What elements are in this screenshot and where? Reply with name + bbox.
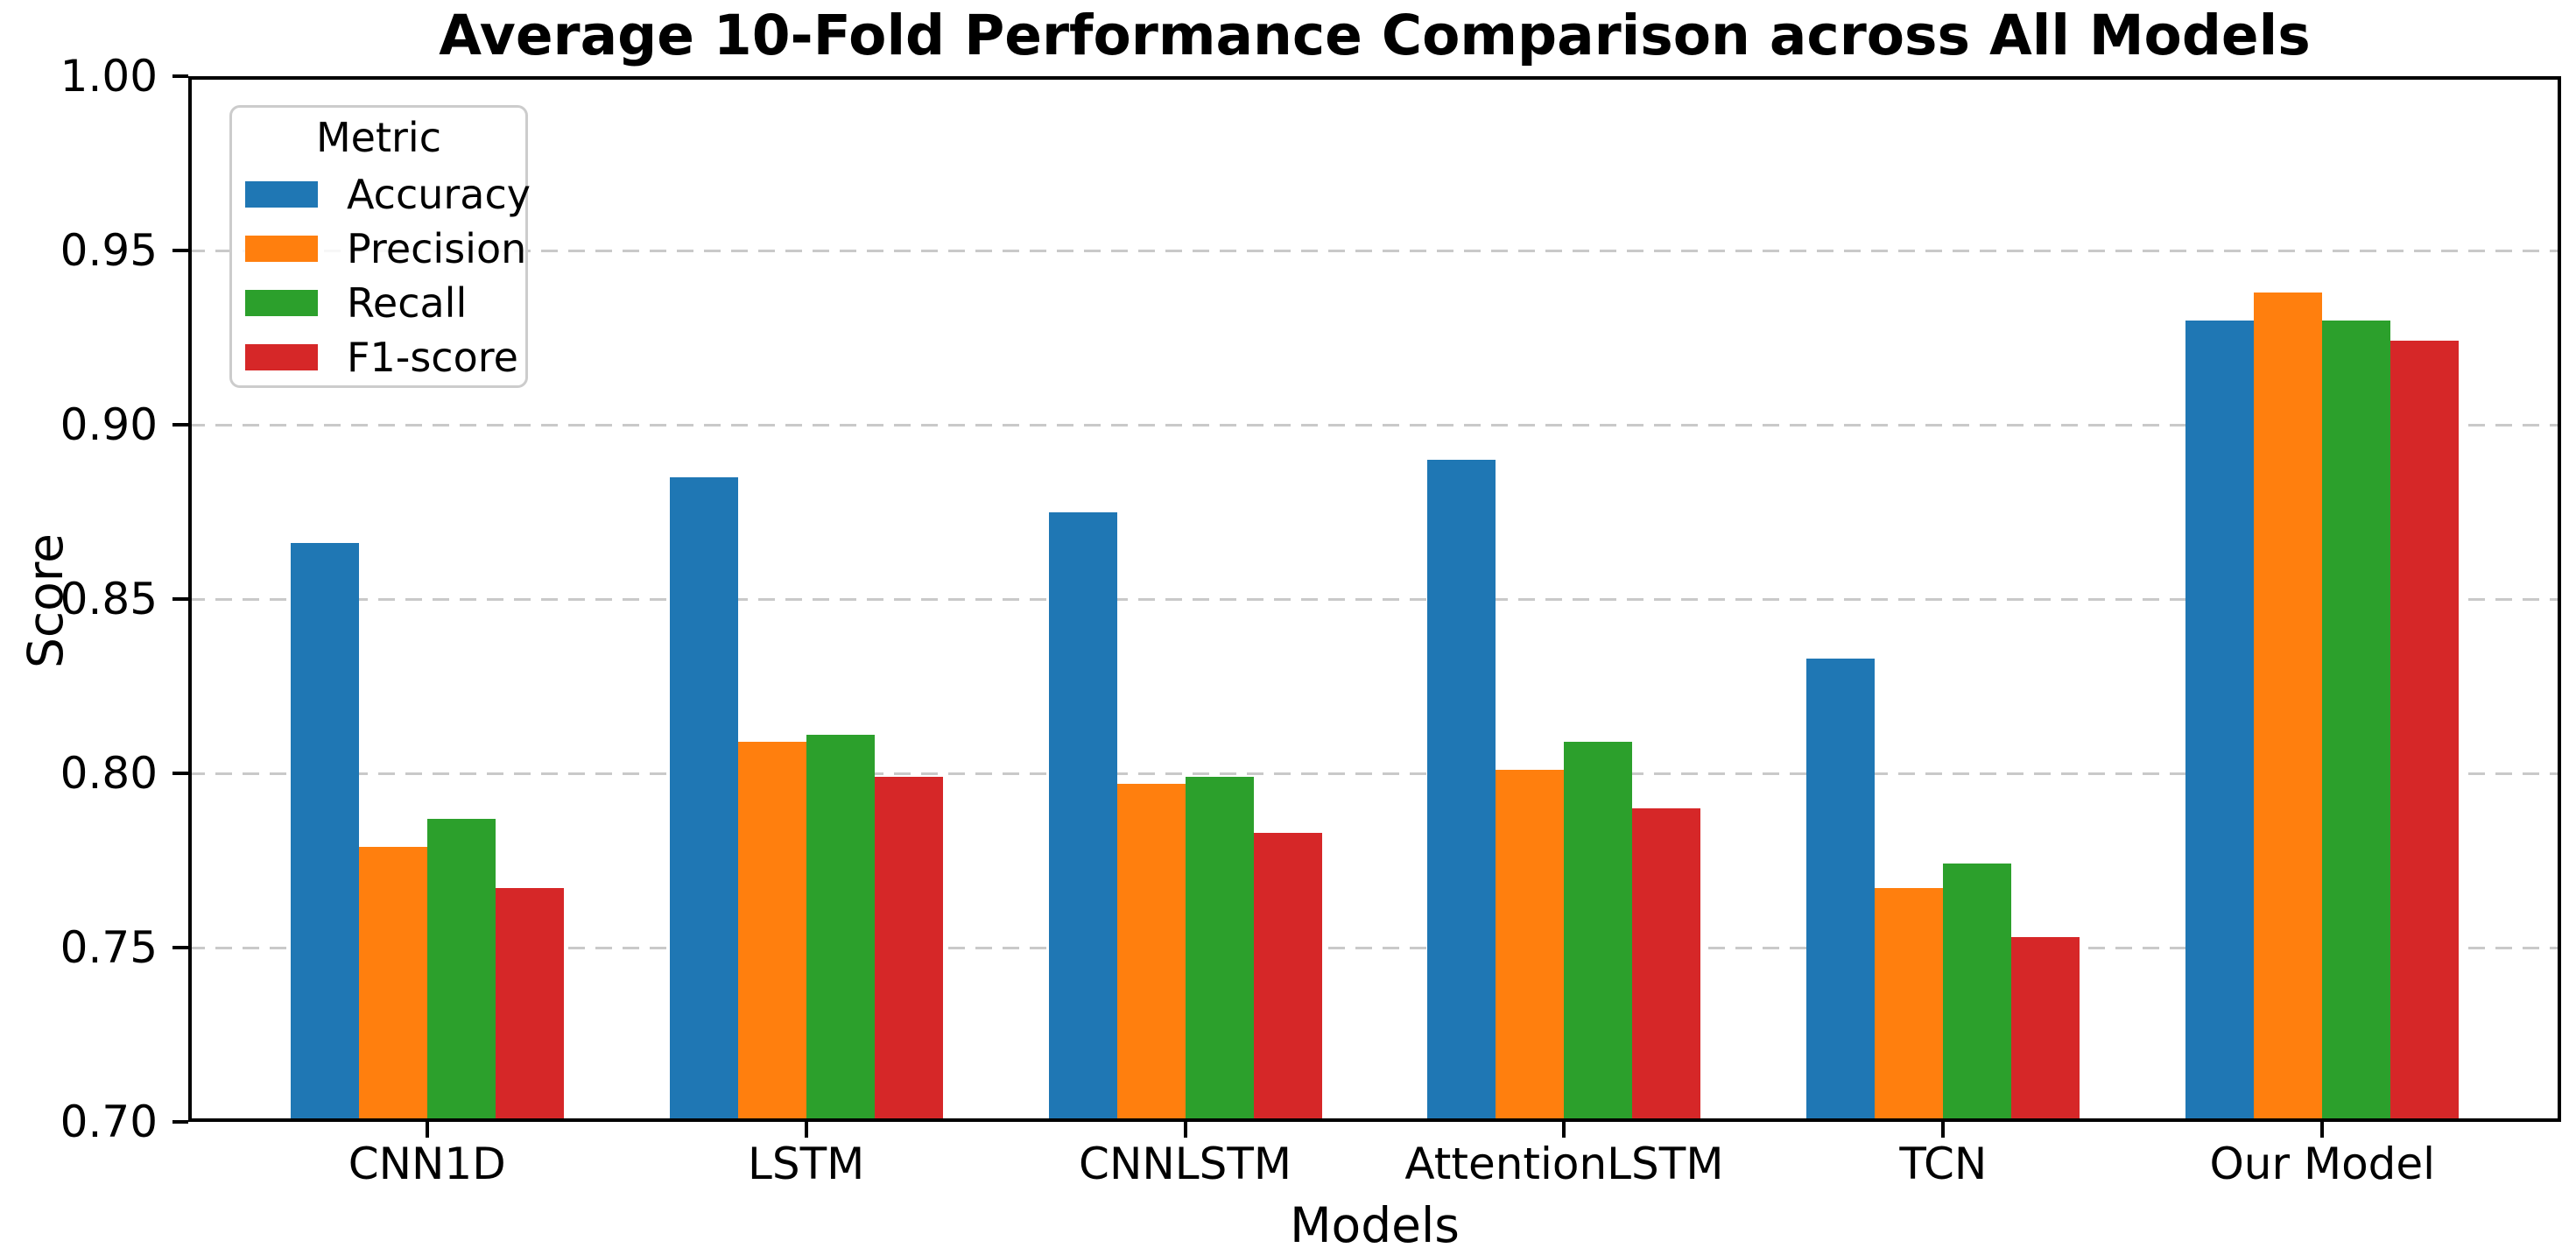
bar-tcn-precision <box>1875 888 1944 1122</box>
y-tick-label-0.75: 0.75 <box>60 922 158 973</box>
bar-cnnlstm-precision <box>1116 783 1186 1122</box>
gridline-y-0.95 <box>188 249 2561 252</box>
x-tick-our-model <box>2320 1122 2325 1138</box>
x-tick-label-cnn1d: CNN1D <box>348 1139 506 1189</box>
y-tick-1.00 <box>172 74 188 78</box>
legend-swatch-precision <box>245 236 318 263</box>
bar-lstm-precision <box>737 742 806 1122</box>
legend-row-recall: Recall <box>232 276 525 330</box>
x-axis-label: Models <box>1290 1197 1460 1253</box>
legend-label-accuracy: Accuracy <box>347 171 531 219</box>
bar-our-model-f1-score <box>2390 341 2460 1122</box>
legend-title: Metric <box>315 114 441 161</box>
legend-swatch-recall <box>245 290 318 317</box>
plot-area: Metric Accuracy Precision Recall F1-score <box>188 76 2561 1122</box>
legend-row-precision: Precision <box>232 222 527 276</box>
legend-row-f1-score: F1-score <box>232 330 525 384</box>
y-tick-0.85 <box>172 597 188 601</box>
y-tick-0.80 <box>172 772 188 775</box>
y-tick-label-0.70: 0.70 <box>60 1096 158 1147</box>
legend-label-recall: Recall <box>347 279 468 328</box>
chart-title: Average 10-Fold Performance Comparison a… <box>439 4 2311 67</box>
bar-lstm-f1-score <box>874 776 943 1122</box>
y-tick-label-1.00: 1.00 <box>60 51 158 102</box>
legend-swatch-accuracy <box>245 181 318 208</box>
gridline-y-0.75 <box>188 946 2561 949</box>
bar-attentionlstm-precision <box>1496 770 1565 1122</box>
x-tick-tcn <box>1941 1122 1946 1138</box>
bar-attentionlstm-f1-score <box>1632 807 1701 1122</box>
legend-label-f1-score: F1-score <box>347 334 518 382</box>
bar-attentionlstm-accuracy <box>1427 459 1496 1122</box>
bar-tcn-f1-score <box>2011 937 2080 1122</box>
x-tick-label-lstm: LSTM <box>747 1139 865 1189</box>
x-tick-cnnlstm <box>1183 1122 1187 1138</box>
bar-cnn1d-precision <box>358 846 427 1122</box>
y-tick-label-0.95: 0.95 <box>60 225 158 276</box>
y-tick-0.95 <box>172 249 188 252</box>
bar-cnn1d-f1-score <box>495 888 564 1122</box>
bar-attentionlstm-recall <box>1564 742 1633 1122</box>
bar-lstm-accuracy <box>669 476 738 1122</box>
y-tick-label-0.85: 0.85 <box>60 574 158 624</box>
bar-cnnlstm-recall <box>1185 776 1254 1122</box>
y-tick-label-0.80: 0.80 <box>60 748 158 799</box>
legend-label-precision: Precision <box>347 225 527 273</box>
y-tick-0.70 <box>172 1120 188 1124</box>
gridline-y-0.80 <box>188 772 2561 775</box>
bar-cnnlstm-f1-score <box>1253 832 1322 1122</box>
bar-lstm-recall <box>806 735 875 1122</box>
x-tick-label-attentionlstm: AttentionLSTM <box>1404 1139 1724 1189</box>
bar-tcn-recall <box>1943 864 2012 1122</box>
x-tick-label-cnnlstm: CNNLSTM <box>1079 1139 1292 1189</box>
y-tick-label-0.90: 0.90 <box>60 399 158 450</box>
y-tick-0.75 <box>172 946 188 949</box>
bar-tcn-accuracy <box>1806 658 1876 1122</box>
x-tick-label-tcn: TCN <box>1899 1139 1988 1189</box>
bar-our-model-recall <box>2322 320 2391 1122</box>
gridline-y-0.85 <box>188 597 2561 601</box>
bar-cnn1d-recall <box>426 818 496 1122</box>
x-tick-attentionlstm <box>1562 1122 1566 1138</box>
bar-our-model-precision <box>2254 292 2323 1122</box>
legend-row-accuracy: Accuracy <box>232 167 531 222</box>
legend-swatch-f1-score <box>245 344 318 371</box>
x-tick-cnn1d <box>425 1122 429 1138</box>
y-tick-0.90 <box>172 423 188 427</box>
bar-our-model-accuracy <box>2185 320 2255 1122</box>
legend-rows: Accuracy Precision Recall F1-score <box>232 167 531 384</box>
x-tick-lstm <box>804 1122 808 1138</box>
bar-cnn1d-accuracy <box>290 543 359 1122</box>
bar-cnnlstm-accuracy <box>1048 511 1117 1122</box>
gridline-y-0.90 <box>188 423 2561 427</box>
legend-box: Metric Accuracy Precision Recall F1-score <box>229 105 531 388</box>
x-tick-label-our-model: Our Model <box>2209 1139 2436 1189</box>
